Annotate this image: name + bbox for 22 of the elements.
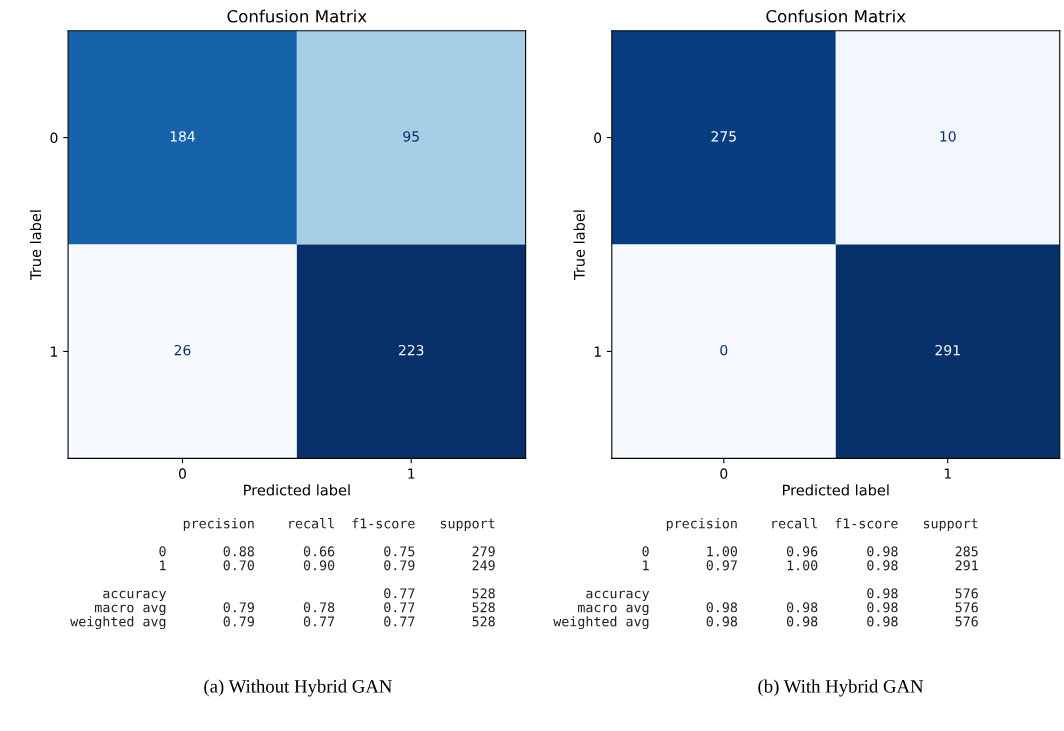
y-axis-title: True label xyxy=(573,210,585,280)
x-axis-title: Predicted label xyxy=(783,484,889,496)
x-axis-title: Predicted label xyxy=(244,484,350,496)
text: (b) With Hybrid GAN xyxy=(758,679,924,697)
chart-title: Confusion Matrix xyxy=(766,9,906,23)
x-tick-label: 1 xyxy=(944,468,951,479)
x-tick-label: 1 xyxy=(408,468,415,479)
x-tick-label: 0 xyxy=(178,468,186,479)
text: (a) Without Hybrid GAN xyxy=(204,679,392,697)
data-label: 223 xyxy=(399,344,424,356)
data-label: 0 xyxy=(720,344,728,356)
data-label: 10 xyxy=(940,131,956,142)
x-tick-label: 0 xyxy=(720,468,728,479)
chart-title: Confusion Matrix xyxy=(227,9,367,23)
data-label: 291 xyxy=(935,344,960,356)
data-label: 184 xyxy=(170,131,195,142)
text: precision recall f1-score support 0 1.00 0.96 0.98 285 1 0.97 1.00 0.98 291 accuracy 0.98 576 macro avg 0.98 0.98 0.98 576 weighted avg 0.98 0.98 0.98 576 xyxy=(553,518,978,630)
data-label: 95 xyxy=(403,131,419,142)
text: precision recall f1-score support 0 0.88 0.66 0.75 279 1 0.70 0.90 0.79 249 accuracy 0.77 528 macro avg 0.79 0.78 0.77 528 weighted avg 0.79 0.77 0.77 528 xyxy=(70,518,495,630)
y-axis-title: True label xyxy=(29,210,42,280)
data-label: 26 xyxy=(174,344,191,356)
data-label: 275 xyxy=(711,131,736,142)
